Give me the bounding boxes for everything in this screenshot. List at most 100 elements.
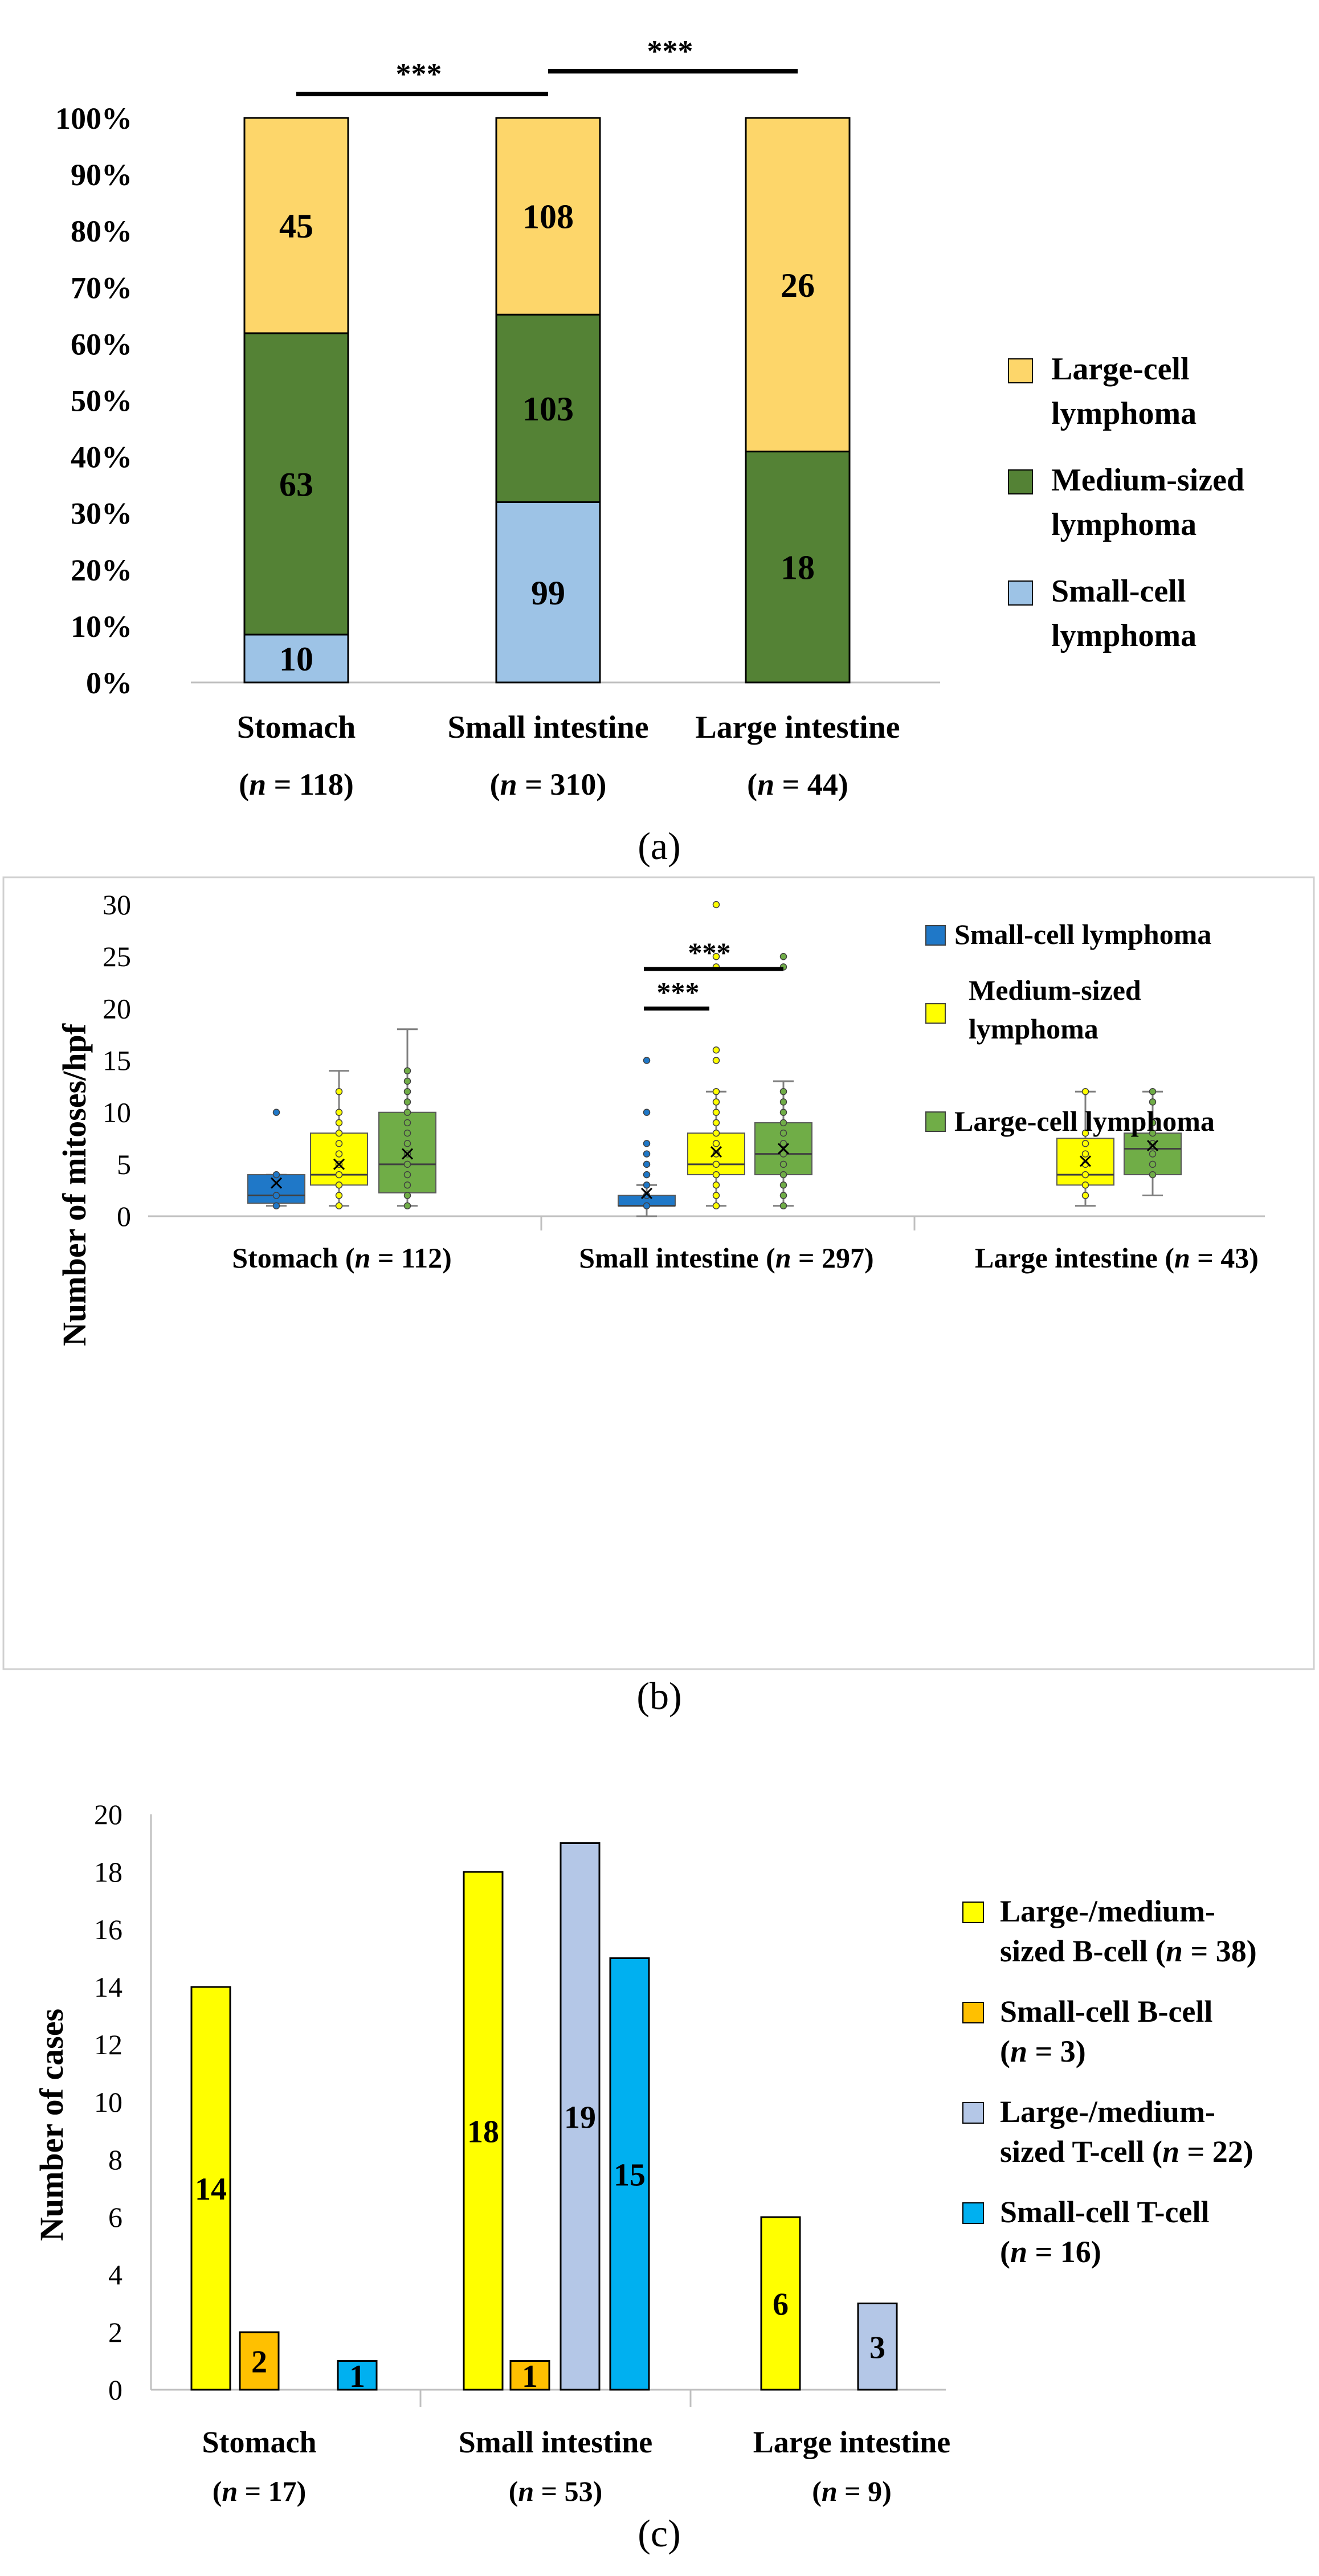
- panel-c-y-tick-8: 8: [108, 2144, 122, 2176]
- panel-c-y-tick-12: 12: [94, 2029, 122, 2060]
- panel-a-x-label-small-intestine: Small intestine: [447, 710, 648, 745]
- point-small-intestine-medium-sized-lymphoma-9: [712, 1129, 720, 1137]
- bar-label-stomach-large-medium-sized-b-cell-n-38: 14: [195, 2172, 227, 2207]
- panel-b-y-tick-15: 15: [103, 1045, 131, 1077]
- point-large-intestine-large-cell-lymphoma-3: [1149, 1129, 1157, 1137]
- panel-a-y-tick-6: 60%: [71, 327, 132, 361]
- point-small-intestine-medium-sized-lymphoma-6: [712, 1098, 720, 1106]
- point-small-intestine-medium-sized-lymphoma-14: [712, 1181, 720, 1189]
- point-stomach-large-cell-lymphoma-13: [403, 1202, 411, 1210]
- point-large-intestine-large-cell-lymphoma-1: [1149, 1098, 1157, 1106]
- bar-large-intestine-large-medium-sized-t-cell-n-22: [857, 2303, 898, 2391]
- point-small-intestine-small-cell-lymphoma-6: [643, 1181, 651, 1189]
- bar-label-stomach-small-cell-b-cell-n-3: 2: [251, 2345, 267, 2380]
- point-small-intestine-large-cell-lymphoma-5: [779, 1119, 787, 1127]
- panel-b-y-tick-5: 5: [117, 1148, 131, 1180]
- panel-a-y-tick-4: 40%: [71, 440, 132, 475]
- panel-c-y-tick-2: 2: [108, 2316, 122, 2348]
- point-small-intestine-small-cell-lymphoma-0: [643, 1057, 651, 1064]
- panel-b-legend: Small-cell lymphoma Medium-sized lymphoma L…: [925, 918, 1215, 1137]
- panel-b-significance: *** ***: [644, 937, 783, 1011]
- mean-marker-b-stomach-small-cell-lymphoma: [270, 1177, 283, 1189]
- point-stomach-large-cell-lymphoma-7: [403, 1140, 411, 1147]
- legend-swatch-large-cell-lymphoma: [1008, 358, 1033, 383]
- panel-a-y-tick-1: 10%: [71, 610, 132, 644]
- legend-label-large-cell-lymphoma: Large-cell lymphoma: [954, 1105, 1215, 1137]
- panel-a-n-label-small-intestine: (n = 310): [490, 767, 607, 802]
- point-small-intestine-large-cell-lymphoma-11: [779, 1181, 787, 1189]
- panel-b-y-tick-30: 30: [103, 889, 131, 921]
- point-stomach-medium-sized-lymphoma-4: [335, 1140, 343, 1147]
- legend-label-line2-large-medium-sized-b-cell-n-38: sized B-cell (n = 38): [1000, 1934, 1257, 1968]
- point-stomach-medium-sized-lymphoma-2: [335, 1119, 343, 1127]
- point-large-intestine-large-cell-lymphoma-0: [1149, 1087, 1157, 1095]
- legend-label-line2-small-cell-t-cell-n-16: (n = 16): [1000, 2235, 1101, 2269]
- panel-b-boxes: [247, 901, 1182, 1217]
- point-stomach-large-cell-lymphoma-6: [403, 1129, 411, 1137]
- bar-label-large-intestine-medium-sized-lymphoma: 18: [781, 549, 815, 586]
- point-stomach-medium-sized-lymphoma-7: [335, 1171, 343, 1179]
- point-small-intestine-medium-sized-lymphoma-4: [712, 1057, 720, 1064]
- panel-a-y-tick-2: 20%: [71, 553, 132, 587]
- bar-label-large-intestine-large-cell-lymphoma: 26: [781, 267, 815, 304]
- point-large-intestine-large-cell-lymphoma-2: [1149, 1119, 1157, 1127]
- point-stomach-medium-sized-lymphoma-3: [335, 1129, 343, 1137]
- panel-b-y-tick-0: 0: [117, 1200, 131, 1232]
- panel-a-y-tick-10: 100%: [55, 101, 132, 136]
- panel-a-significance: *** ***: [296, 34, 798, 96]
- panel-a-legend: Large-cell lymphoma Medium-sized lymphoma Sm…: [1008, 351, 1244, 653]
- point-stomach-large-cell-lymphoma-4: [403, 1109, 411, 1116]
- panel-c-x-label-stomach: Stomach: [202, 2425, 317, 2459]
- point-stomach-large-cell-lymphoma-0: [403, 1067, 411, 1074]
- panel-a-x-label-large-intestine: Large intestine: [695, 710, 900, 745]
- legend-swatch-large-medium-sized-t-cell-n-22: [962, 2102, 984, 2124]
- mean-marker-b-small-intestine-large-cell-lymphoma: [777, 1143, 790, 1155]
- bar-label-stomach-small-cell-lymphoma: 10: [279, 640, 313, 678]
- legend-label-medium-sized-lymphoma: Medium-sized lymphoma: [1051, 463, 1244, 542]
- panel-c-y-tick-20: 20: [94, 1798, 122, 1830]
- point-large-intestine-medium-sized-lymphoma-1: [1081, 1129, 1089, 1137]
- bar-small-intestine-large-medium-sized-t-cell-n-22: [560, 1842, 601, 2391]
- legend-label-line1-large-medium-sized-b-cell-n-38: Large-/medium-: [1000, 1894, 1215, 1928]
- point-small-intestine-large-cell-lymphoma-12: [779, 1192, 787, 1199]
- bar-stomach-large-medium-sized-b-cell-n-38: [190, 1986, 231, 2391]
- panel-b-x-label-name: Large intestine: [975, 1242, 1158, 1274]
- panel-b-y-tick-20: 20: [103, 992, 131, 1024]
- panel-a-n-label-large-intestine: (n = 44): [747, 767, 848, 802]
- point-large-intestine-medium-sized-lymphoma-3: [1081, 1150, 1089, 1158]
- panel-a-axis: 0% 10% 20% 30% 40% 50% 60% 70% 80% 90% 100%: [55, 101, 940, 700]
- panel-a-x-label-stomach: Stomach: [237, 710, 356, 745]
- significance-label-small-intestine-large-intestine: ***: [647, 34, 693, 68]
- panel-a-y-tick-5: 50%: [71, 384, 132, 418]
- bar-stomach-small-cell-t-cell-n-16: [337, 2360, 378, 2391]
- point-small-intestine-small-cell-lymphoma-3: [643, 1150, 651, 1158]
- panel-c-y-tick-16: 16: [94, 1913, 122, 1945]
- bar-small-intestine-large-cell-lymphoma: [495, 117, 601, 316]
- panel-b-x-label-stomach: Stomach (n = 112): [232, 1242, 451, 1274]
- panel-c-legend: Large-/medium-sized B-cell (n = 38) Small…: [962, 1894, 1257, 2269]
- point-large-intestine-medium-sized-lymphoma-2: [1081, 1140, 1089, 1147]
- panel-a-bars: 10 63 45 99 103 108 18 26: [243, 117, 851, 684]
- point-small-intestine-large-cell-lymphoma-7: [779, 1140, 787, 1147]
- bar-small-intestine-small-cell-t-cell-n-16: [609, 1957, 650, 2391]
- legend-swatch-medium-sized-lymphoma: [1008, 469, 1033, 494]
- point-small-intestine-large-cell-lymphoma-2: [779, 1087, 787, 1095]
- panel-a-y-tick-9: 90%: [71, 158, 132, 192]
- significance-label-stomach-small-intestine: ***: [396, 57, 442, 91]
- point-small-intestine-large-cell-lymphoma-10: [779, 1171, 787, 1179]
- panel-b-y-axis-label: Number of mitoses/hpf: [56, 1023, 93, 1346]
- bar-label-stomach-large-cell-lymphoma: 45: [279, 207, 313, 245]
- point-small-intestine-medium-sized-lymphoma-3: [712, 1046, 720, 1054]
- bar-small-intestine-large-medium-sized-b-cell-n-38: [463, 1871, 504, 2391]
- panel-a-y-tick-0: 0%: [86, 666, 132, 700]
- bar-small-intestine-small-cell-b-cell-n-3: [509, 2360, 550, 2391]
- point-large-intestine-medium-sized-lymphoma-6: [1081, 1181, 1089, 1189]
- legend-swatch-small-cell-lymphoma: [925, 925, 946, 946]
- point-large-intestine-medium-sized-lymphoma-7: [1081, 1192, 1089, 1199]
- panel-a-y-tick-7: 70%: [71, 271, 132, 305]
- significance-label-medium-large: ***: [688, 937, 731, 968]
- bar-label-small-intestine-small-cell-lymphoma: 99: [531, 574, 565, 612]
- panel-a-label: (a): [638, 824, 680, 868]
- point-small-intestine-large-cell-lymphoma-3: [779, 1098, 787, 1106]
- point-small-intestine-medium-sized-lymphoma-12: [712, 1160, 720, 1168]
